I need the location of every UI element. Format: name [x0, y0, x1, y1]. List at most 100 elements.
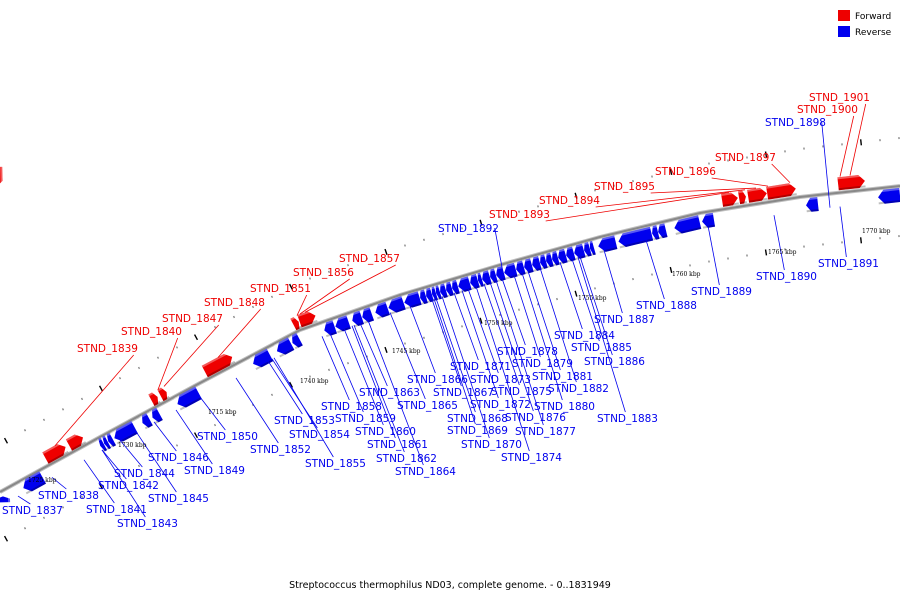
reverse-gene-arrow-body [552, 251, 560, 266]
reverse-gene-arrow-highlight [104, 432, 111, 438]
leader-lines-layer [17, 103, 867, 518]
reverse-gene-arrow-highlight [494, 266, 503, 271]
outer-track-tick [669, 168, 673, 176]
reverse-gene-arrow-shade [106, 446, 112, 450]
reverse-gene-arrow-shade [806, 208, 819, 213]
forward-gene-arrow-highlight [65, 431, 81, 442]
forward-gene-arrow-body [65, 434, 84, 451]
reverse-gene-arrow-body [0, 496, 11, 503]
reverse-gene-arrow [596, 235, 618, 254]
reverse-gene-arrow-highlight [289, 333, 298, 339]
inner-track-tick [42, 516, 46, 520]
leader-line-stnd-1888 [645, 239, 665, 300]
legend-reverse-swatch [838, 26, 850, 37]
gene-label-stnd-1857: STND_1857 [339, 253, 400, 265]
reverse-gene-arrow-highlight [402, 291, 419, 298]
reverse-gene-arrow-highlight [430, 286, 435, 290]
gene-label-stnd-1865: STND_1865 [397, 400, 458, 412]
reverse-gene-arrow-shade [659, 235, 668, 239]
reverse-gene-arrow [650, 225, 660, 241]
reverse-gene-arrow-highlight [582, 242, 589, 246]
gene-label-stnd-1870: STND_1870 [461, 439, 522, 451]
forward-gene-arrow [297, 309, 318, 328]
gene-label-stnd-1880: STND_1880 [534, 401, 595, 413]
outer-track-tick [80, 397, 84, 401]
reverse-gene-arrow [321, 320, 338, 338]
inner-track-tick [61, 506, 65, 509]
leader-line-stnd-1837 [17, 495, 31, 505]
reverse-gene-arrow-highlight [616, 226, 651, 237]
outer-track-tick [251, 305, 255, 309]
leader-line-stnd-1883 [577, 257, 626, 413]
inner-track-tick [898, 235, 900, 238]
forward-gene-arrow [65, 431, 87, 451]
reverse-gene-arrow-body [335, 315, 351, 332]
reverse-gene-arrow [564, 246, 576, 263]
gene-label-stnd-1868: STND_1868 [447, 413, 508, 425]
leader-line-stnd-1868 [435, 298, 476, 413]
forward-gene-arrow-shade [295, 325, 302, 331]
outer-track-tick [574, 192, 578, 199]
reverse-gene-arrow-body [658, 223, 668, 239]
reverse-gene-arrow-body [452, 279, 460, 295]
leader-line-stnd-1862 [353, 324, 405, 453]
gene-label-stnd-1841: STND_1841 [86, 504, 147, 516]
outer-track-tick [288, 283, 294, 290]
leader-line-stnd-1875 [483, 283, 520, 386]
gene-label-stnd-1848: STND_1848 [204, 297, 265, 309]
leader-line-stnd-1841 [83, 459, 115, 504]
reverse-gene-arrow-shade [585, 253, 592, 258]
forward-gene-arrow-shade [722, 202, 739, 207]
leader-line-stnd-1885 [571, 258, 600, 342]
leader-line-stnd-1870 [441, 296, 490, 439]
forward-gene-arrow [290, 315, 302, 331]
reverse-gene-arrow-body [496, 266, 506, 281]
forward-gene-arrow-highlight [42, 441, 64, 455]
leader-line-stnd-1838 [51, 477, 67, 490]
reverse-gene-arrow-body [435, 285, 442, 300]
reverse-gene-arrow [572, 243, 586, 260]
reverse-gene-arrow [333, 315, 351, 334]
leader-line-stnd-1852 [235, 377, 279, 444]
outer-track-tick [404, 244, 406, 247]
forward-gene-arrow [0, 166, 3, 187]
outer-track-tick [423, 238, 425, 241]
reverse-gene-arrow-shade [675, 226, 702, 235]
inner-track-tick [764, 249, 768, 256]
reverse-gene-arrow-highlight [530, 256, 539, 261]
reverse-gene-arrow-highlight [502, 262, 515, 269]
reverse-gene-arrow-highlight [359, 307, 371, 313]
inner-track-tick [841, 241, 843, 244]
gene-label-stnd-1856: STND_1856 [293, 267, 354, 279]
inner-track-tick [404, 342, 406, 345]
reverse-gene-arrow-highlight [456, 276, 469, 282]
reverse-gene-arrow-body [516, 260, 526, 276]
gene-label-stnd-1847: STND_1847 [162, 313, 223, 325]
gene-label-stnd-1887: STND_1887 [594, 314, 655, 326]
gene-label-stnd-1874: STND_1874 [501, 452, 562, 464]
gene-label-stnd-1885: STND_1885 [571, 342, 632, 354]
reverse-gene-arrow-highlight [96, 437, 102, 442]
reverse-gene-arrow-shade [102, 448, 108, 453]
reverse-gene-arrow-shade [377, 313, 390, 320]
gene-label-stnd-1838: STND_1838 [38, 490, 99, 502]
leader-line-stnd-1876 [489, 281, 534, 412]
gene-label-stnd-1846: STND_1846 [148, 452, 209, 464]
leader-line-stnd-1863 [359, 322, 388, 387]
tick-label-1765-kbp: 1765 kbp [768, 249, 797, 256]
reverse-gene-arrow [550, 251, 560, 267]
leader-line-stnd-1891 [839, 206, 847, 258]
reverse-gene-arrow [249, 348, 274, 371]
outer-track-tick [232, 315, 236, 319]
tick-label-1715-kbp: 1715 kbp [208, 409, 237, 416]
reverse-gene-arrow-body [106, 432, 117, 447]
reverse-gene-arrow-shade [619, 238, 654, 249]
reverse-gene-arrow-shade [541, 265, 548, 270]
gene-label-stnd-1879: STND_1879 [512, 358, 573, 370]
leader-line-stnd-1850 [199, 396, 226, 431]
outer-track-tick [118, 376, 122, 380]
reverse-gene-arrow-body [589, 240, 596, 256]
